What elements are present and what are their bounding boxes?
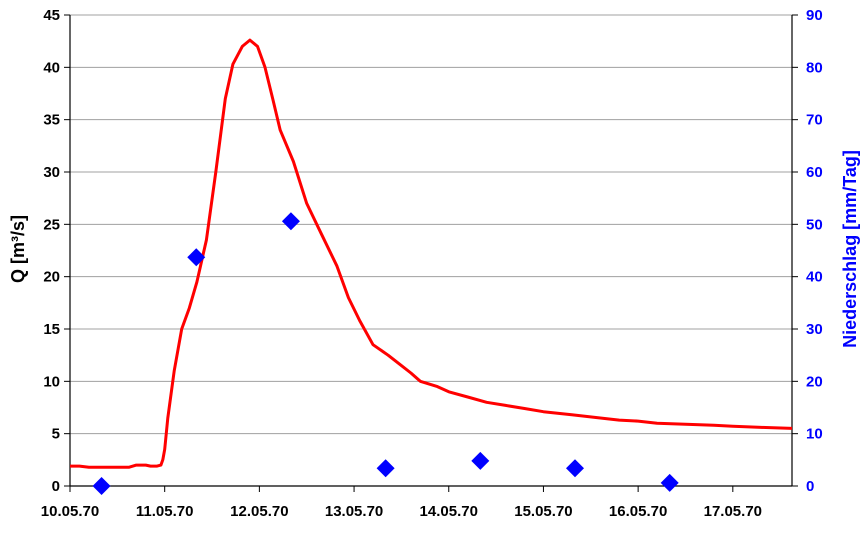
precipitation-point xyxy=(471,451,490,470)
precipitation-point xyxy=(660,473,679,492)
x-tick-label: 16.05.70 xyxy=(609,503,667,520)
y-left-tick-label: 0 xyxy=(52,478,60,495)
y-axis-left-title: Q [m³/s] xyxy=(8,215,28,283)
y-left-tick-label: 30 xyxy=(43,164,60,181)
x-tick-label: 13.05.70 xyxy=(325,503,383,520)
y-right-tick-label: 10 xyxy=(806,426,823,443)
precipitation-point xyxy=(92,477,111,495)
x-tick-label: 14.05.70 xyxy=(420,503,478,520)
precipitation-point xyxy=(281,212,300,231)
y-right-tick-label: 40 xyxy=(806,269,823,286)
gridlines xyxy=(70,14,792,435)
y-axis-right-title: Niederschlag [mm/Tag] xyxy=(840,150,860,348)
x-tick-label: 12.05.70 xyxy=(230,503,288,520)
y-left-tick-label: 45 xyxy=(43,7,60,24)
y-right-tick-label: 70 xyxy=(806,112,823,129)
y-left-tick-label: 25 xyxy=(43,216,60,233)
axes xyxy=(64,14,798,492)
y-right-tick-label: 0 xyxy=(806,478,814,495)
data-series xyxy=(70,38,793,495)
y-left-tick-label: 20 xyxy=(43,269,60,286)
x-tick-label: 17.05.70 xyxy=(704,503,762,520)
y-left-tick-label: 5 xyxy=(52,426,60,443)
precipitation-point xyxy=(566,459,585,478)
precipitation-point xyxy=(187,248,206,267)
y-left-tick-label: 35 xyxy=(43,112,60,129)
x-tick-label: 11.05.70 xyxy=(136,503,194,520)
y-right-tick-label: 30 xyxy=(806,321,823,338)
x-tick-label: 15.05.70 xyxy=(514,503,572,520)
y-right-tick-label: 20 xyxy=(806,373,823,390)
discharge-line xyxy=(70,38,793,469)
y-right-tick-label: 90 xyxy=(806,7,823,24)
y-left-tick-label: 10 xyxy=(43,373,60,390)
y-right-tick-label: 80 xyxy=(806,59,823,76)
y-left-tick-label: 40 xyxy=(43,59,60,76)
y-right-tick-label: 50 xyxy=(806,216,823,233)
precipitation-point xyxy=(376,459,395,478)
x-tick-label: 10.05.70 xyxy=(41,503,99,520)
tick-labels: 0 5 10 15 20 25 30 35 40 45 0 10 20 30 40 50 60 70 80 90 10.… xyxy=(41,7,823,520)
y-left-tick-label: 15 xyxy=(43,321,60,338)
y-right-tick-label: 60 xyxy=(806,164,823,181)
